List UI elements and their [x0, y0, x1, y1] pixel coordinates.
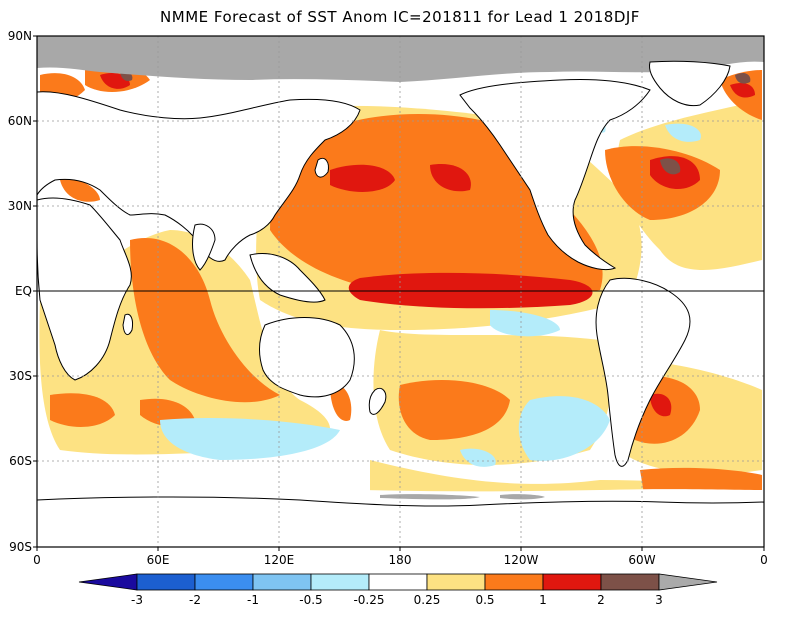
madagascar-landmass [122, 313, 133, 336]
lon-label-120w: 120W [503, 553, 539, 567]
lat-label-60s: 60S [9, 454, 32, 468]
colorbar-swatch [310, 573, 370, 591]
colorbar-right-arrow [658, 573, 718, 591]
anomaly-warm-2 [120, 71, 751, 175]
colorbar-label: -2 [189, 593, 201, 607]
lat-label-90s: 90S [9, 540, 32, 554]
colorbar-swatch [194, 573, 254, 591]
colorbar-label: -3 [131, 593, 143, 607]
north-america-landmass [459, 79, 651, 271]
map-title: NMME Forecast of SST Anom IC=201811 for … [160, 8, 640, 26]
colorbar-swatch [252, 573, 312, 591]
colorbar [78, 573, 718, 591]
lon-label-120e: 120E [263, 553, 295, 567]
colorbar-label: -1 [247, 593, 259, 607]
colorbar-label: -0.25 [353, 593, 385, 607]
lat-label-90n: 90N [7, 29, 32, 43]
lat-label-60n: 60N [7, 114, 32, 128]
australia-landmass [259, 317, 355, 398]
colorbar-label: 3 [655, 593, 663, 607]
colorbar-label: 0.25 [413, 593, 441, 607]
lat-label-30s: 30S [9, 369, 32, 383]
lat-label-30n: 30N [7, 199, 32, 213]
lon-label-180: 180 [388, 553, 412, 567]
land-masses [37, 60, 764, 547]
colorbar-left-arrow [78, 573, 138, 591]
colorbar-swatch [542, 573, 602, 591]
colorbar-label: 1 [539, 593, 547, 607]
greenland-landmass [649, 60, 731, 107]
colorbar-swatch [136, 573, 196, 591]
colorbar-swatch [368, 573, 428, 591]
lon-label-0-end: 0 [760, 553, 768, 567]
south-america-landmass [595, 277, 691, 467]
eurasia-landmass [37, 91, 361, 262]
lon-label-0: 0 [33, 553, 41, 567]
maritime-continent [249, 253, 326, 303]
lat-label-eq: EQ [14, 284, 32, 298]
lon-label-60w: 60W [628, 553, 656, 567]
axis-ticks [33, 35, 765, 551]
colorbar-label: -0.5 [299, 593, 323, 607]
colorbar-swatch [600, 573, 660, 591]
antarctica-landmass [37, 496, 764, 547]
africa-landmass [37, 197, 132, 381]
colorbar-swatch [484, 573, 544, 591]
lon-label-60e: 60E [146, 553, 170, 567]
colorbar-label: 2 [597, 593, 605, 607]
japan-landmass [314, 157, 329, 178]
colorbar-swatch [426, 573, 486, 591]
colorbar-label: 0.5 [475, 593, 495, 607]
new-zealand-landmass [368, 387, 387, 415]
india-landmass [192, 223, 216, 271]
sst-anomaly-field [37, 36, 764, 547]
